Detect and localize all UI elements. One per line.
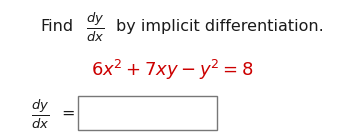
Text: $6x^2 + 7xy - y^2 = 8$: $6x^2 + 7xy - y^2 = 8$ [91,58,254,82]
Text: by implicit differentiation.: by implicit differentiation. [116,19,324,34]
Text: $\frac{dy}{dx}$: $\frac{dy}{dx}$ [31,97,49,130]
FancyBboxPatch shape [78,95,217,130]
Text: =: = [61,106,75,121]
Text: Find: Find [40,19,73,34]
Text: $\frac{dy}{dx}$: $\frac{dy}{dx}$ [86,10,104,44]
